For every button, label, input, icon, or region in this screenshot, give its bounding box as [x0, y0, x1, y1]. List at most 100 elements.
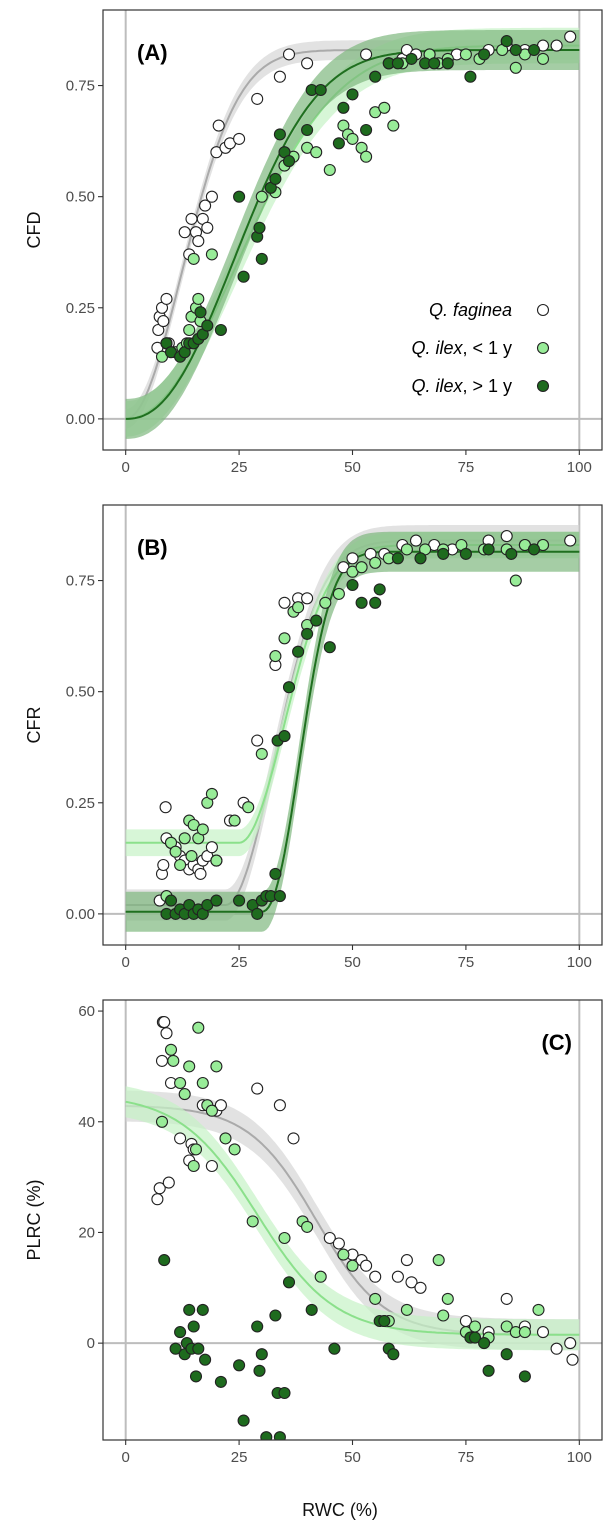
data-point [160, 292, 173, 305]
data-point [273, 70, 286, 83]
data-point [509, 43, 522, 57]
x-tick-label: 75 [458, 1449, 475, 1466]
data-point [178, 226, 191, 239]
data-point [478, 1337, 491, 1350]
data-point [509, 61, 522, 74]
data-point [278, 1386, 291, 1400]
data-point [214, 323, 227, 337]
data-point [192, 1342, 205, 1355]
data-point [391, 1270, 404, 1283]
series-ilex_young [155, 43, 550, 363]
data-point [478, 48, 491, 61]
data-point [187, 252, 200, 265]
data-point [253, 221, 266, 234]
data-point [164, 894, 178, 907]
legend-species: Q. ilex [411, 376, 463, 396]
data-point [301, 57, 314, 70]
data-point [369, 556, 382, 569]
data-point [251, 92, 264, 105]
data-point [183, 323, 196, 337]
data-point [360, 123, 373, 137]
data-point [260, 1431, 273, 1440]
data-point [500, 1292, 513, 1305]
data-point [174, 1076, 187, 1090]
data-point [305, 1303, 318, 1316]
panel-a: 0 25 50 75 100 0.00 0.25 0.50 0.75 CFD (A) Q. fagin… [24, 9, 603, 476]
data-point [158, 1016, 171, 1029]
data-point [189, 1370, 203, 1383]
data-point [205, 1104, 218, 1117]
confidence-band [125, 531, 580, 932]
data-point [159, 801, 172, 814]
data-point [251, 907, 264, 920]
data-point [323, 163, 336, 177]
data-point [194, 867, 207, 880]
data-point [278, 1231, 291, 1245]
data-point [360, 1259, 373, 1272]
data-point [199, 199, 212, 212]
data-point [253, 1364, 266, 1377]
legend-species: Q. faginea [429, 300, 512, 320]
legend-label: Q. faginea [429, 300, 512, 320]
data-point [310, 614, 323, 627]
legend-age: , < 1 y [462, 338, 512, 358]
data-point [550, 1342, 563, 1355]
data-point [323, 1231, 336, 1245]
data-point [387, 1348, 400, 1361]
data-point [500, 530, 513, 543]
data-point [332, 587, 345, 600]
data-point [414, 1281, 427, 1294]
data-point [160, 1027, 173, 1040]
x-tick-label: 75 [458, 954, 475, 971]
data-point [400, 543, 413, 556]
data-point [459, 547, 472, 560]
data-point [269, 650, 282, 663]
y-tick-label: 0.75 [66, 78, 95, 95]
data-point [282, 155, 296, 168]
fitted-curves [125, 1086, 580, 1351]
data-point [314, 1270, 327, 1283]
data-point [437, 547, 450, 560]
data-point [337, 101, 350, 114]
data-point [441, 57, 454, 70]
data-point [157, 315, 170, 328]
data-point [164, 1043, 178, 1056]
data-point [459, 48, 472, 61]
data-point [185, 850, 198, 863]
data-point [400, 1254, 413, 1267]
data-point [158, 1254, 171, 1267]
series-ilex_young [155, 1021, 545, 1344]
data-point [205, 841, 218, 854]
data-point [282, 681, 296, 694]
data-point [242, 801, 255, 814]
y-tick-label: 0.00 [66, 906, 95, 923]
data-point [405, 52, 418, 65]
data-point [212, 119, 225, 132]
data-point [228, 1143, 241, 1156]
x-tick-label: 0 [122, 459, 130, 476]
x-tick-label: 100 [567, 1449, 592, 1466]
data-point [194, 306, 207, 319]
data-point [332, 1237, 345, 1250]
x-tick-label: 25 [231, 954, 248, 971]
data-point [536, 52, 550, 65]
data-point [468, 1320, 482, 1333]
data-point [337, 1248, 350, 1261]
data-point [405, 1276, 418, 1289]
y-tick-label: 0.25 [66, 300, 95, 317]
data-point [255, 747, 268, 760]
data-point [509, 574, 522, 587]
data-point [255, 1348, 268, 1361]
data-point [187, 1320, 200, 1333]
series-ilex_old [160, 35, 541, 363]
data-point [233, 190, 246, 203]
data-point [566, 1353, 579, 1366]
data-points [151, 30, 577, 363]
legend-age: , > 1 y [462, 376, 512, 396]
data-point [536, 1326, 550, 1339]
data-point [255, 190, 268, 203]
data-point [387, 119, 400, 132]
data-point [332, 137, 345, 150]
